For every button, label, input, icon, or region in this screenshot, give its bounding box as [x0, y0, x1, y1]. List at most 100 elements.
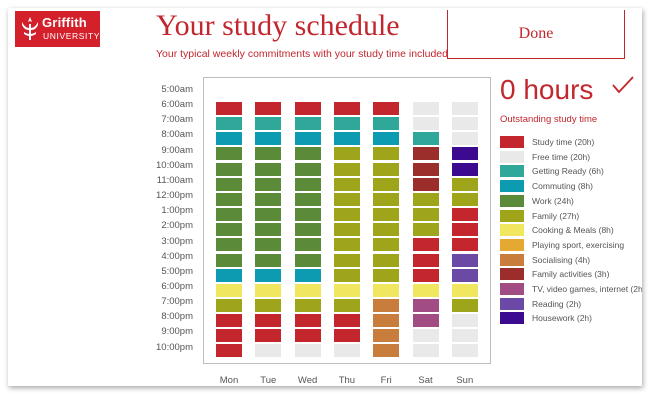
slot-tue-700pm[interactable] [255, 298, 282, 312]
slot-thu-700pm[interactable] [333, 298, 360, 312]
slot-sun-300pm[interactable] [451, 238, 478, 252]
slot-sun-200pm[interactable] [451, 223, 478, 237]
slot-tue-800am[interactable] [255, 132, 282, 146]
slot-fri-500pm[interactable] [373, 268, 400, 282]
slot-fri-800pm[interactable] [373, 314, 400, 328]
slot-thu-100pm[interactable] [333, 208, 360, 222]
slot-fri-1200pm[interactable] [373, 192, 400, 206]
slot-sun-700am[interactable] [451, 117, 478, 131]
slot-tue-400pm[interactable] [255, 253, 282, 267]
slot-mon-200pm[interactable] [216, 223, 242, 237]
slot-sun-900pm[interactable] [451, 329, 478, 343]
slot-mon-1000am[interactable] [216, 162, 242, 176]
slot-sat-1000am[interactable] [412, 162, 439, 176]
slot-sun-900am[interactable] [451, 147, 478, 161]
slot-sat-1000pm[interactable] [412, 344, 439, 358]
slot-mon-600am[interactable] [216, 102, 242, 115]
slot-thu-600pm[interactable] [333, 283, 360, 297]
slot-thu-800pm[interactable] [333, 314, 360, 328]
slot-sun-100pm[interactable] [451, 208, 478, 222]
slot-fri-600am[interactable] [373, 102, 400, 115]
slot-fri-400pm[interactable] [373, 253, 400, 267]
slot-sat-500pm[interactable] [412, 268, 439, 282]
slot-tue-700am[interactable] [255, 117, 282, 131]
slot-sat-600pm[interactable] [412, 283, 439, 297]
slot-wed-800pm[interactable] [294, 314, 321, 328]
slot-fri-600pm[interactable] [373, 283, 400, 297]
slot-mon-800am[interactable] [216, 132, 242, 146]
slot-tue-1000pm[interactable] [255, 344, 282, 358]
slot-tue-900pm[interactable] [255, 329, 282, 343]
slot-fri-1100am[interactable] [373, 177, 400, 191]
slot-wed-600am[interactable] [294, 102, 321, 115]
slot-thu-900pm[interactable] [333, 329, 360, 343]
slot-mon-700pm[interactable] [216, 298, 242, 312]
slot-tue-1100am[interactable] [255, 177, 282, 191]
slot-sat-400pm[interactable] [412, 253, 439, 267]
slot-sat-100pm[interactable] [412, 208, 439, 222]
slot-wed-700am[interactable] [294, 117, 321, 131]
slot-wed-200pm[interactable] [294, 223, 321, 237]
slot-tue-100pm[interactable] [255, 208, 282, 222]
slot-thu-1100am[interactable] [333, 177, 360, 191]
slot-thu-800am[interactable] [333, 132, 360, 146]
slot-sun-400pm[interactable] [451, 253, 478, 267]
slot-mon-900am[interactable] [216, 147, 242, 161]
slot-fri-1000pm[interactable] [373, 344, 400, 358]
slot-mon-800pm[interactable] [216, 314, 242, 328]
slot-fri-300pm[interactable] [373, 238, 400, 252]
slot-fri-900pm[interactable] [373, 329, 400, 343]
slot-thu-200pm[interactable] [333, 223, 360, 237]
slot-sun-1100am[interactable] [451, 177, 478, 191]
slot-mon-300pm[interactable] [216, 238, 242, 252]
slot-thu-900am[interactable] [333, 147, 360, 161]
slot-sat-600am[interactable] [412, 102, 439, 115]
slot-fri-200pm[interactable] [373, 223, 400, 237]
slot-wed-500pm[interactable] [294, 268, 321, 282]
slot-sat-800am[interactable] [412, 132, 439, 146]
slot-sun-1000pm[interactable] [451, 344, 478, 358]
slot-mon-1200pm[interactable] [216, 192, 242, 206]
slot-thu-1200pm[interactable] [333, 192, 360, 206]
slot-sat-900pm[interactable] [412, 329, 439, 343]
slot-wed-400pm[interactable] [294, 253, 321, 267]
slot-sat-300pm[interactable] [412, 238, 439, 252]
slot-sun-1000am[interactable] [451, 162, 478, 176]
slot-fri-800am[interactable] [373, 132, 400, 146]
slot-tue-600am[interactable] [255, 102, 282, 115]
slot-thu-500pm[interactable] [333, 268, 360, 282]
slot-wed-900am[interactable] [294, 147, 321, 161]
slot-thu-600am[interactable] [333, 102, 360, 115]
slot-wed-1000pm[interactable] [294, 344, 321, 358]
slot-mon-100pm[interactable] [216, 208, 242, 222]
slot-wed-100pm[interactable] [294, 208, 321, 222]
slot-thu-300pm[interactable] [333, 238, 360, 252]
slot-thu-400pm[interactable] [333, 253, 360, 267]
slot-fri-700am[interactable] [373, 117, 400, 131]
slot-fri-100pm[interactable] [373, 208, 400, 222]
slot-mon-700am[interactable] [216, 117, 242, 131]
slot-wed-1000am[interactable] [294, 162, 321, 176]
slot-sun-800am[interactable] [451, 132, 478, 146]
slot-sat-1200pm[interactable] [412, 192, 439, 206]
slot-wed-800am[interactable] [294, 132, 321, 146]
slot-fri-700pm[interactable] [373, 298, 400, 312]
slot-sat-800pm[interactable] [412, 314, 439, 328]
slot-sat-1100am[interactable] [412, 177, 439, 191]
slot-wed-900pm[interactable] [294, 329, 321, 343]
slot-tue-500pm[interactable] [255, 268, 282, 282]
slot-sat-900am[interactable] [412, 147, 439, 161]
slot-fri-900am[interactable] [373, 147, 400, 161]
slot-mon-900pm[interactable] [216, 329, 242, 343]
slot-mon-500pm[interactable] [216, 268, 242, 282]
slot-mon-1100am[interactable] [216, 177, 242, 191]
slot-wed-700pm[interactable] [294, 298, 321, 312]
slot-sun-500pm[interactable] [451, 268, 478, 282]
slot-sun-1200pm[interactable] [451, 192, 478, 206]
slot-tue-300pm[interactable] [255, 238, 282, 252]
slot-sun-600am[interactable] [451, 102, 478, 115]
slot-sat-700am[interactable] [412, 117, 439, 131]
slot-thu-1000pm[interactable] [333, 344, 360, 358]
slot-wed-1100am[interactable] [294, 177, 321, 191]
slot-tue-1000am[interactable] [255, 162, 282, 176]
